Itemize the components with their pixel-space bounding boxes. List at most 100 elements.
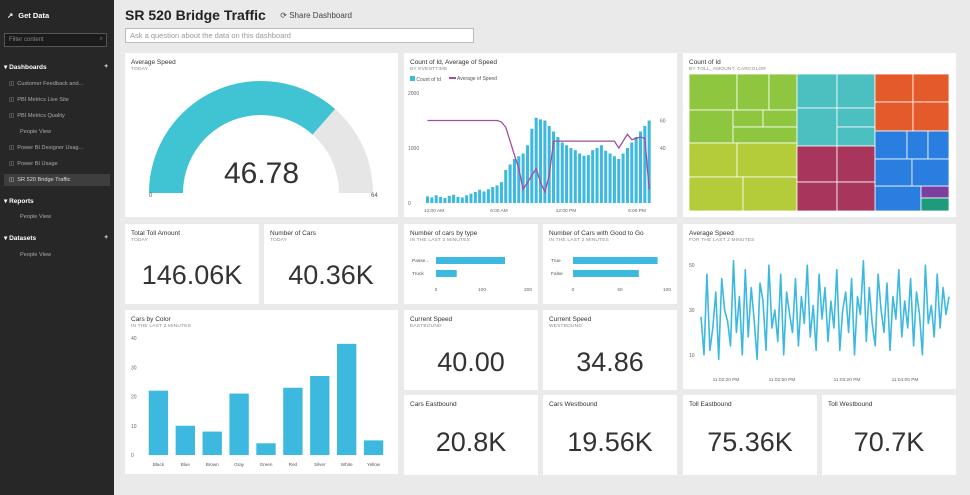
x-tick-label: Brown [206,462,219,467]
combo-legend: Count of Id Average of Speed [410,76,497,83]
x-tick-label: 6:00 PM [628,208,646,214]
nav-dashboard-item[interactable]: ◫ Customer Feedback and... [9,78,109,90]
bar [573,150,577,203]
kpi-value: 75.36K [707,427,793,457]
gauge-value: 46.78 [223,157,300,190]
x-tick-label: 11:03:20 PM [834,377,861,383]
bar [625,148,629,203]
x-tick-label: Red [289,462,298,467]
dashboards-section[interactable]: ▾ Dashboards + [4,63,108,71]
bar [434,195,438,203]
bar [473,192,477,203]
bar [573,270,639,277]
bar [508,164,512,203]
x-tick-label: 11:04:00 PM [892,377,919,383]
get-data-button[interactable]: ↗ Get Data [7,11,50,20]
x-tick-label: Black [153,462,165,467]
bar [175,425,196,455]
bar [552,131,556,203]
tile-count-treemap[interactable]: Count of Id BY TOLL_AMOUNT, CARCOLOR [683,53,956,217]
bar [578,153,582,203]
bar [148,390,169,455]
nav-dataset-item[interactable]: People View [20,252,51,258]
nav-report-item[interactable]: People View [20,214,51,220]
legend-item: Count of Id [410,76,441,83]
bar [310,376,330,455]
treemap-group[interactable] [874,185,922,212]
x-tick-label: 0 [572,287,575,293]
left-navigation: ↗ Get Data Filter content ⌕ ▾ Dashboards… [0,0,114,495]
bar [547,126,551,203]
tile-cars-westbound[interactable]: Cars Westbound 19.56K [543,395,677,475]
nav-dashboard-item[interactable]: ◫ PBI Metrics Quality [9,110,109,122]
tile-average-speed-line[interactable]: Average Speed FOR THE LAST 2 MINUTES 10 3… [683,224,956,389]
cars-by-type-chart: Passe... Truck 0 100 200 [412,257,532,293]
tile-total-toll-amount[interactable]: Total Toll Amount TODAY 146.06K [125,224,259,304]
add-dataset-icon[interactable]: + [104,234,108,241]
dashboard-icon: ◫ [9,81,15,87]
treemap-chart [688,73,950,212]
bar [608,153,612,203]
qa-question-input[interactable]: Ask a question about the data on this da… [125,28,474,43]
x-tick-label: 6:00 AM [490,208,508,214]
share-dashboard-button[interactable]: ⟳ Share Dashboard [280,11,352,20]
add-dashboard-icon[interactable]: + [104,63,108,70]
bar [202,431,222,455]
y2-tick-label: 40 [660,146,666,152]
dashboard-icon: ◫ [9,177,15,183]
tile-cars-by-color[interactable]: Cars by Color IN THE LAST 2 MINUTES 0 10 2… [125,310,398,474]
tile-number-of-cars[interactable]: Number of Cars TODAY 40.36K [264,224,398,304]
bar [621,153,625,203]
cars-good-to-go-chart: True False 0 50 100 [551,257,671,293]
nav-dashboard-item-selected[interactable]: ◫ SR 520 Bridge Traffic [4,174,110,186]
chevron-down-icon: ▾ [4,235,8,242]
bar [525,145,530,203]
y-tick-label: False [551,271,563,277]
nav-dashboard-item[interactable]: ◫ Power BI Designer Usag... [9,142,109,154]
tile-current-speed-eastbound[interactable]: Current Speed EASTBOUND 40.00 [404,310,538,390]
bar [599,145,603,203]
kpi-value: 34.86 [576,347,644,377]
bar [491,187,495,203]
dashboard-icon: ◫ [9,97,15,103]
tile-cars-by-type[interactable]: Number of cars by type IN THE LAST 2 MIN… [404,224,538,304]
y2-tick-label: 60 [660,119,666,125]
tile-cars-good-to-go[interactable]: Number of Cars with Good to Go IN THE LA… [543,224,677,304]
tile-current-speed-westbound[interactable]: Current Speed WESTBOUND 34.86 [543,310,677,390]
gauge-min-label: 0 [149,193,153,199]
nav-dashboard-item[interactable]: ◫ Power BI Usage [9,158,109,170]
tile-count-speed-combo[interactable]: Count of Id, Average of Speed BY EVENTTI… [404,53,677,217]
bar [363,440,384,455]
nav-dashboard-item[interactable]: People View [20,129,51,135]
bar [595,148,599,203]
tile-toll-eastbound[interactable]: Toll Eastbound 75.36K [683,395,817,475]
filter-content-input[interactable]: Filter content ⌕ [4,33,107,47]
kpi-value: 19.56K [567,427,653,457]
tile-toll-westbound[interactable]: Toll Westbound 70.7K [822,395,956,475]
bar [495,185,499,203]
bar [336,343,357,455]
x-tick-label: 12:00 AM [424,208,444,214]
datasets-section[interactable]: ▾ Datasets + [4,234,108,242]
bar [456,196,460,203]
bar [426,196,430,203]
treemap-group[interactable] [920,197,950,212]
x-tick-label: 0 [435,287,438,293]
kpi-value: 40.00 [437,347,505,377]
x-tick-label: 11:02:50 PM [769,377,796,383]
treemap-group[interactable] [920,185,950,199]
tile-cars-eastbound[interactable]: Cars Eastbound 20.8K [404,395,538,475]
bar [436,257,505,264]
y-tick-label: 50 [689,263,695,269]
kpi-value: 146.06K [141,260,243,290]
get-data-arrow-icon: ↗ [7,11,14,20]
nav-dashboard-item[interactable]: ◫ PBI Metrics Live Site [9,94,109,106]
tile-average-speed-gauge[interactable]: Average Speed TODAY 0 64 46.78 [125,53,398,217]
bar [543,120,547,203]
bar [521,153,525,203]
bar [482,191,486,203]
reports-section[interactable]: ▾ Reports [4,198,34,205]
kpi-value: 70.7K [853,427,925,457]
dashboard-icon: ◫ [9,113,15,119]
x-tick-label: 12:00 PM [556,208,577,214]
